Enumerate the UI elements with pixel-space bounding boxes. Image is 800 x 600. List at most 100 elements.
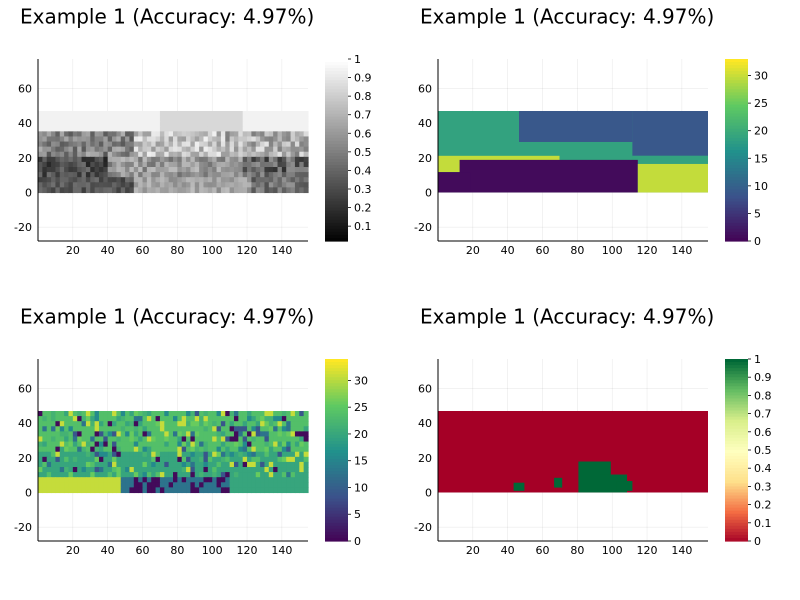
pixel-cell bbox=[268, 111, 274, 117]
pixel-cell bbox=[190, 472, 196, 478]
pixel-cell bbox=[151, 472, 157, 478]
pixel-cell bbox=[220, 477, 226, 483]
pixel-cell bbox=[81, 421, 87, 427]
pixel-cell bbox=[164, 446, 170, 453]
colorbar-step bbox=[725, 104, 748, 109]
pixel-cell bbox=[142, 187, 148, 194]
colorbar-step bbox=[325, 113, 348, 118]
pixel-cell bbox=[294, 131, 300, 138]
pixel-cell bbox=[203, 436, 209, 443]
colorbar-step bbox=[725, 131, 748, 136]
subplot-2: Example 1 (Accuracy: 4.97%)20 40 60 80 100 12… bbox=[414, 5, 768, 258]
pixel-cell bbox=[151, 146, 157, 153]
pixel-cell bbox=[151, 131, 157, 138]
pixel-cell bbox=[129, 416, 135, 422]
pixel-cell bbox=[142, 116, 148, 122]
pixel-cell bbox=[59, 482, 65, 488]
pixel-cell bbox=[81, 456, 87, 463]
pixel-cell bbox=[90, 172, 96, 178]
pixel-cell bbox=[138, 416, 144, 422]
pixel-cell bbox=[233, 431, 239, 438]
pixel-cell bbox=[107, 136, 113, 143]
pixel-cell bbox=[229, 461, 235, 468]
colorbar-step bbox=[725, 437, 748, 442]
pixel-cell bbox=[151, 182, 157, 188]
pixel-cell bbox=[146, 131, 152, 138]
pixel-cell bbox=[177, 487, 183, 494]
pixel-cell bbox=[98, 146, 104, 153]
pixel-cell bbox=[273, 416, 279, 422]
colorbar-step bbox=[725, 380, 748, 384]
pixel-cell bbox=[46, 161, 52, 168]
x-tick-label: 80 bbox=[570, 244, 584, 257]
pixel-cell bbox=[260, 121, 266, 127]
colorbar-step bbox=[325, 146, 348, 151]
pixel-cell bbox=[129, 446, 135, 453]
colorbar-step bbox=[325, 201, 348, 206]
pixel-cell bbox=[133, 172, 139, 178]
pixel-cell bbox=[225, 451, 231, 458]
pixel-cell bbox=[273, 451, 279, 458]
pixel-cell bbox=[207, 421, 213, 427]
pixel-cell bbox=[216, 141, 222, 148]
pixel-cell bbox=[72, 431, 78, 438]
pixel-cell bbox=[38, 187, 43, 194]
pixel-cell bbox=[68, 446, 74, 453]
colorbar-tick-label: 0.4 bbox=[754, 462, 772, 475]
pixel-cell bbox=[81, 431, 87, 438]
pixel-cell bbox=[216, 126, 222, 132]
pixel-cell bbox=[290, 441, 296, 448]
pixel-cell bbox=[55, 177, 61, 183]
pixel-cell bbox=[94, 156, 100, 163]
pixel-cell bbox=[151, 426, 157, 432]
pixel-cell bbox=[177, 461, 183, 468]
pixel-cell bbox=[90, 467, 96, 473]
pixel-cell bbox=[42, 136, 48, 143]
pixel-cell bbox=[168, 182, 174, 188]
colorbar-step bbox=[725, 171, 748, 175]
colorbar-step bbox=[325, 101, 348, 106]
pixel-cell bbox=[203, 441, 209, 448]
pixel-cell bbox=[247, 156, 252, 163]
colorbar-tick-label: 25 bbox=[754, 97, 768, 110]
pixel-cell bbox=[281, 136, 287, 143]
pixel-cell bbox=[242, 151, 248, 158]
pixel-cell bbox=[155, 151, 161, 158]
pixel-cell bbox=[251, 436, 257, 443]
pixel-cell bbox=[207, 482, 213, 488]
pixel-cell bbox=[125, 411, 131, 417]
pixel-cell bbox=[59, 161, 65, 168]
x-tick-label: 40 bbox=[101, 544, 115, 557]
incorrect-region bbox=[438, 411, 708, 493]
colorbar-step bbox=[325, 462, 348, 466]
colorbar-step bbox=[725, 216, 748, 221]
pixel-cell bbox=[72, 126, 78, 132]
pixel-cell bbox=[133, 431, 139, 438]
pixel-cell bbox=[42, 161, 48, 168]
pixel-cell bbox=[42, 467, 48, 473]
pixel-cell bbox=[190, 172, 196, 178]
pixel-cell bbox=[151, 421, 157, 427]
pixel-cell bbox=[72, 441, 78, 448]
colorbar-step bbox=[325, 537, 348, 542]
pixel-cell bbox=[299, 411, 305, 417]
pixel-cell bbox=[72, 446, 78, 453]
pixel-cell bbox=[260, 136, 266, 143]
pixel-cell bbox=[281, 421, 287, 427]
pixel-cell bbox=[116, 161, 122, 168]
pixel-cell bbox=[207, 487, 213, 494]
colorbar-step bbox=[725, 125, 748, 130]
pixel-cell bbox=[260, 182, 266, 188]
pixel-cell bbox=[203, 431, 209, 438]
pixel-cell bbox=[151, 461, 157, 468]
colorbar-step bbox=[325, 140, 348, 145]
pixel-cell bbox=[59, 411, 65, 417]
pixel-cell bbox=[181, 141, 187, 148]
pixel-cell bbox=[85, 441, 91, 448]
pixel-cell bbox=[181, 451, 187, 458]
pixel-cell bbox=[81, 161, 87, 168]
pixel-cell bbox=[168, 156, 174, 163]
colorbar-step bbox=[725, 156, 748, 160]
pixel-cell bbox=[42, 146, 48, 153]
pixel-cell bbox=[120, 411, 126, 417]
